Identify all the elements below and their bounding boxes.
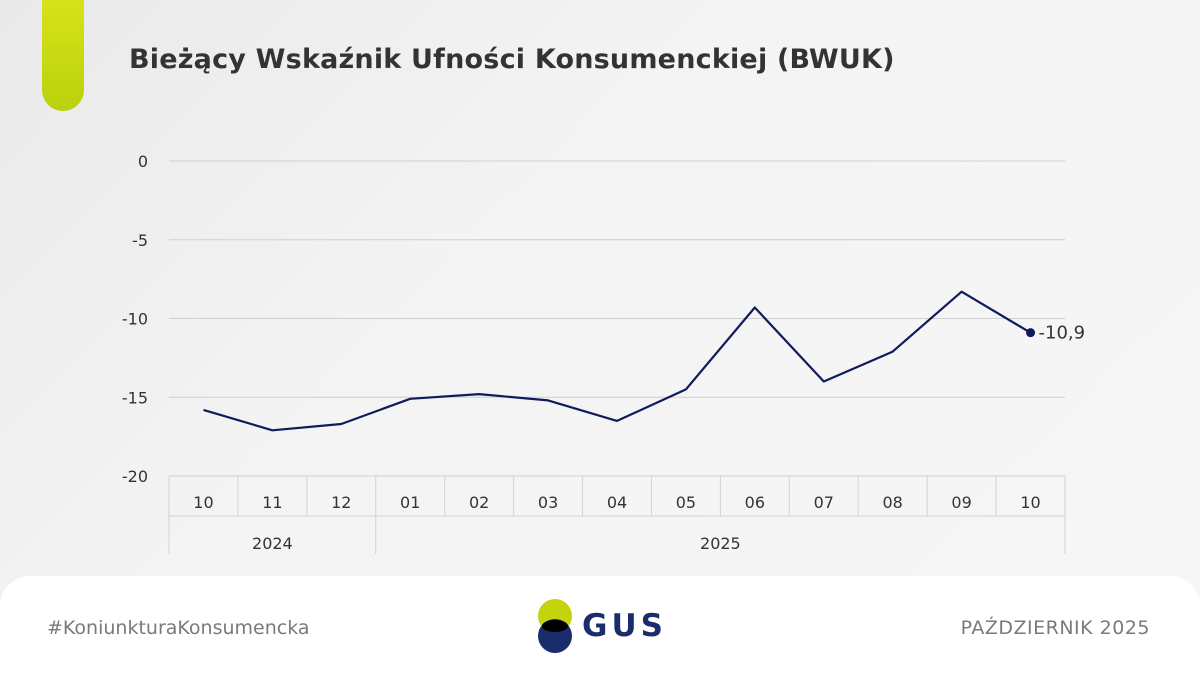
footer [0,576,1200,675]
x-tick-label: 05 [676,493,696,512]
series-line [203,290,1032,432]
hashtag-label: #KoniunkturaKonsumencka [47,617,310,639]
year-label: 2024 [252,534,293,553]
y-tick-label: -5 [132,231,148,250]
y-tick-label: -10 [122,310,148,329]
x-tick-label: 10 [193,493,213,512]
x-tick-label: 02 [469,493,489,512]
gus-logo: GUS [535,598,665,656]
x-tick-label: 06 [745,493,765,512]
x-tick-label: 04 [607,493,627,512]
x-tick-label: 03 [538,493,558,512]
chart-title: Bieżący Wskaźnik Ufności Konsumenckiej (… [129,44,895,75]
x-tick-label: 08 [883,493,903,512]
last-data-point [1026,328,1036,338]
accent-bar [42,0,84,111]
gus-logo-mark [538,599,572,653]
y-tick-label: -15 [122,388,148,407]
year-label: 2025 [700,534,741,553]
y-tick-label: -20 [122,467,148,486]
line-chart: 0 -5 -10 -15 -20 2024 2025 10 11 12 01 02 03 04 05 06 07… [122,152,1086,554]
x-tick-label: 01 [400,493,420,512]
y-tick-label: 0 [138,152,148,171]
x-tick-label: 11 [262,493,282,512]
gus-logo-text: GUS [582,608,667,644]
x-tick-label: 07 [814,493,834,512]
report-date: PAŹDZIERNIK 2025 [960,617,1150,639]
last-value-label: -10,9 [1039,323,1086,344]
x-tick-label: 09 [951,493,971,512]
x-tick-label: 10 [1020,493,1040,512]
x-tick-label: 12 [331,493,351,512]
